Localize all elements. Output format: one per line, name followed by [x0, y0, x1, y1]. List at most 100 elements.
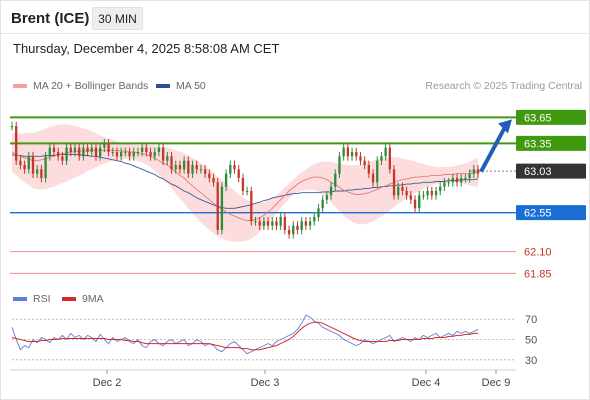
candle-body [212, 178, 215, 183]
time-tick-label: Dec 4 [412, 377, 441, 389]
legend-ma20: MA 20 + Bollinger Bands [13, 80, 148, 92]
candle-body [443, 182, 446, 187]
candle-body [338, 156, 341, 174]
candle-body [19, 160, 22, 165]
candle-body [392, 169, 396, 196]
level-label-62.55: 62.55 [524, 208, 552, 220]
candle-body [78, 147, 81, 157]
candle-body [69, 147, 72, 152]
candle-body [15, 126, 18, 161]
candle-body [203, 169, 207, 174]
candle-body [308, 221, 312, 226]
bollinger-band [12, 124, 478, 242]
candle-body [434, 191, 438, 196]
legend-rsi: RSI [13, 293, 51, 305]
candle-body [472, 169, 475, 174]
candle-body [107, 143, 110, 152]
candle-body [317, 208, 320, 217]
time-tick-label: Dec 9 [482, 377, 511, 389]
rsi-level-label-50: 50 [525, 335, 537, 347]
candle-body [119, 152, 123, 157]
candle-body [178, 165, 182, 170]
candle-body [245, 191, 249, 192]
candle-body [346, 147, 350, 157]
ma50-legend-label: MA 50 [176, 80, 206, 92]
candle-body [266, 221, 270, 226]
ma50-swatch [156, 84, 170, 88]
candle-body [418, 195, 421, 209]
candle-body [476, 169, 480, 174]
candle-body [44, 156, 47, 178]
candle-body [342, 147, 345, 157]
level-label-61.85: 61.85 [524, 268, 552, 280]
candle-body [27, 156, 30, 170]
candle-body [355, 152, 358, 157]
candle-body [430, 191, 433, 196]
forecast-arrow-shaft [479, 124, 508, 173]
candle-body [220, 186, 224, 230]
candle-body [216, 182, 219, 230]
candle-body [229, 165, 232, 174]
candle-body [128, 152, 131, 157]
forecast-arrow-head [498, 119, 512, 134]
level-label-63.03: 63.03 [524, 166, 552, 178]
candle-body [262, 221, 266, 226]
candle-body [451, 178, 454, 183]
candle-body [241, 178, 245, 191]
candle-body [329, 186, 333, 196]
candle-body [191, 165, 194, 174]
rsi-line [11, 314, 479, 355]
rsi-ma-line [11, 321, 478, 351]
candle-body [455, 178, 459, 183]
candle-body [31, 156, 35, 174]
candle-body [161, 147, 165, 161]
candle-body [73, 147, 77, 152]
candle-body [321, 199, 324, 209]
candle-body [36, 169, 39, 174]
candle-body [283, 217, 287, 230]
timeframe-button[interactable]: 30 MIN [92, 7, 143, 30]
candle-body [426, 191, 429, 196]
candle-body [170, 156, 173, 170]
candle-body [468, 173, 471, 178]
level-label-63.65: 63.65 [524, 112, 552, 124]
candle-body [140, 147, 144, 152]
candle-body [447, 182, 450, 184]
rsi-level-label-30: 30 [525, 355, 537, 367]
candle-body [388, 147, 391, 170]
level-box-63.03 [516, 163, 586, 179]
candle-body [363, 160, 366, 165]
candle-body [258, 221, 261, 226]
candle-body [149, 152, 152, 157]
candle-body [187, 160, 190, 174]
rsi-ma-swatch [62, 297, 76, 301]
candle-body [250, 191, 253, 222]
candle-body [90, 147, 93, 152]
candle-body [384, 147, 387, 157]
candle-body [65, 147, 68, 161]
candle-body [376, 160, 379, 183]
candle-body [397, 186, 400, 196]
level-box-63.35 [516, 135, 586, 151]
timestamp: Thursday, December 4, 2025 8:58:08 AM CE… [13, 41, 280, 56]
candle-body [111, 152, 114, 153]
candle-body [405, 191, 408, 196]
candle-body [313, 217, 316, 222]
candle-body [300, 221, 303, 230]
candle-body [199, 169, 203, 171]
candle-body [10, 126, 14, 127]
candle-body [124, 152, 127, 153]
level-box-63.65 [516, 109, 586, 125]
ma20-swatch [13, 84, 27, 88]
candle-body [413, 199, 417, 209]
candle-body [401, 186, 404, 191]
legend-ma50: MA 50 [156, 80, 206, 92]
candle-body [224, 173, 228, 187]
candle-body [115, 152, 119, 157]
level-box-62.55 [516, 205, 586, 221]
candle-body [132, 152, 135, 157]
candle-body [367, 165, 371, 174]
time-tick-label: Dec 2 [93, 377, 122, 389]
candle-body [48, 147, 51, 157]
